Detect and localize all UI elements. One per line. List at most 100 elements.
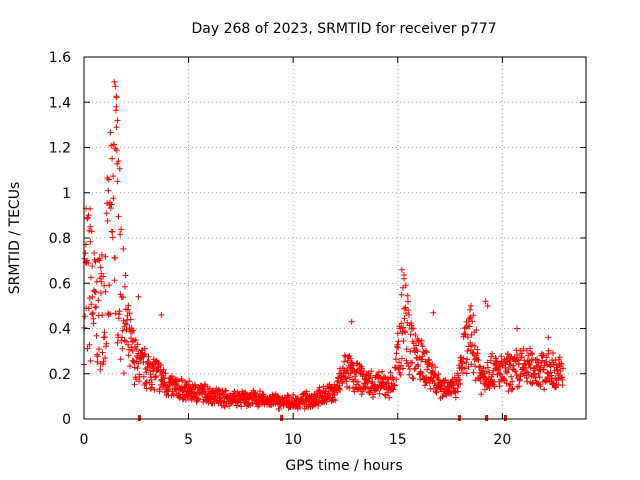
data-point bbox=[123, 338, 130, 345]
data-point bbox=[448, 390, 455, 397]
data-point bbox=[146, 360, 153, 367]
data-point bbox=[505, 388, 512, 395]
data-point bbox=[129, 357, 136, 364]
data-point bbox=[398, 266, 405, 273]
data-point bbox=[114, 160, 121, 167]
data-point bbox=[112, 310, 119, 317]
data-point bbox=[484, 359, 491, 366]
data-point bbox=[337, 386, 344, 393]
data-point bbox=[439, 393, 446, 400]
data-point bbox=[399, 365, 406, 372]
data-point bbox=[112, 254, 118, 261]
data-point bbox=[461, 365, 468, 372]
data-point bbox=[406, 312, 412, 318]
data-point bbox=[117, 231, 124, 238]
data-point bbox=[524, 369, 531, 376]
data-point bbox=[468, 302, 474, 309]
axis-ticks: 0 5 10 15 20 0 0.2 0.4 0.6 0.8 1 1.2 1.4 1.6 bbox=[49, 50, 586, 448]
data-point bbox=[97, 366, 104, 373]
data-point bbox=[92, 304, 99, 311]
data-point bbox=[457, 380, 464, 387]
data-point bbox=[356, 384, 363, 391]
data-point bbox=[125, 341, 132, 348]
data-point bbox=[480, 365, 487, 372]
data-point bbox=[135, 293, 142, 300]
data-point bbox=[400, 337, 407, 344]
data-point bbox=[408, 326, 415, 333]
gap-marker bbox=[485, 415, 489, 421]
data-point bbox=[109, 234, 116, 241]
data-point bbox=[359, 388, 366, 395]
data-point bbox=[477, 378, 484, 384]
gap-marker bbox=[503, 415, 507, 421]
data-point bbox=[89, 293, 96, 300]
data-point bbox=[222, 387, 229, 394]
data-point bbox=[402, 329, 409, 336]
data-point bbox=[100, 358, 107, 365]
data-point bbox=[101, 282, 108, 289]
data-point bbox=[548, 372, 555, 379]
x-tick-label: 0 bbox=[80, 432, 89, 448]
y-tick-label: 1.2 bbox=[49, 141, 71, 157]
data-point bbox=[88, 274, 94, 281]
data-point bbox=[540, 366, 547, 373]
data-point bbox=[405, 307, 412, 314]
data-point bbox=[323, 398, 330, 405]
data-point bbox=[114, 178, 121, 185]
data-point bbox=[409, 359, 416, 366]
data-point bbox=[353, 381, 360, 388]
data-point bbox=[418, 337, 425, 344]
data-point bbox=[397, 325, 404, 332]
data-point bbox=[469, 318, 476, 325]
data-point bbox=[545, 347, 552, 354]
data-point bbox=[90, 320, 97, 327]
data-point bbox=[355, 378, 362, 385]
data-point bbox=[103, 340, 110, 347]
data-point bbox=[89, 263, 96, 270]
data-point bbox=[121, 283, 128, 290]
data-point bbox=[435, 371, 442, 378]
data-point bbox=[550, 350, 557, 356]
data-point bbox=[87, 223, 94, 230]
data-point bbox=[143, 369, 150, 376]
data-point bbox=[85, 260, 92, 266]
data-point bbox=[424, 366, 431, 373]
data-point bbox=[489, 350, 496, 357]
data-point bbox=[501, 375, 508, 382]
data-point bbox=[367, 389, 373, 396]
data-point bbox=[484, 302, 491, 309]
data-point bbox=[202, 381, 209, 388]
data-point bbox=[221, 403, 228, 410]
data-point bbox=[466, 323, 473, 330]
y-tick-label: 0.8 bbox=[49, 231, 71, 247]
data-point bbox=[393, 376, 400, 383]
data-point bbox=[102, 253, 109, 260]
x-axis-label: GPS time / hours bbox=[285, 458, 402, 474]
data-point bbox=[111, 141, 117, 148]
data-point bbox=[516, 383, 523, 390]
grid-layer bbox=[84, 57, 586, 419]
gap-marker bbox=[137, 415, 141, 421]
data-point bbox=[92, 289, 99, 296]
data-point bbox=[127, 363, 133, 370]
data-point bbox=[535, 359, 542, 366]
data-point bbox=[545, 334, 552, 341]
data-point bbox=[87, 357, 94, 364]
data-point bbox=[151, 387, 158, 393]
data-point bbox=[344, 367, 351, 373]
data-point bbox=[94, 358, 101, 365]
data-point bbox=[97, 264, 104, 271]
data-point bbox=[513, 372, 520, 378]
data-point bbox=[162, 370, 169, 377]
data-point bbox=[140, 373, 147, 380]
data-point bbox=[186, 378, 193, 385]
data-point bbox=[303, 388, 310, 395]
data-point bbox=[160, 374, 167, 381]
data-point bbox=[93, 332, 100, 339]
y-tick-label: 0.4 bbox=[49, 322, 71, 338]
data-point bbox=[557, 368, 564, 374]
data-point bbox=[523, 347, 530, 354]
data-point bbox=[454, 388, 461, 395]
gap-marker bbox=[280, 415, 284, 421]
